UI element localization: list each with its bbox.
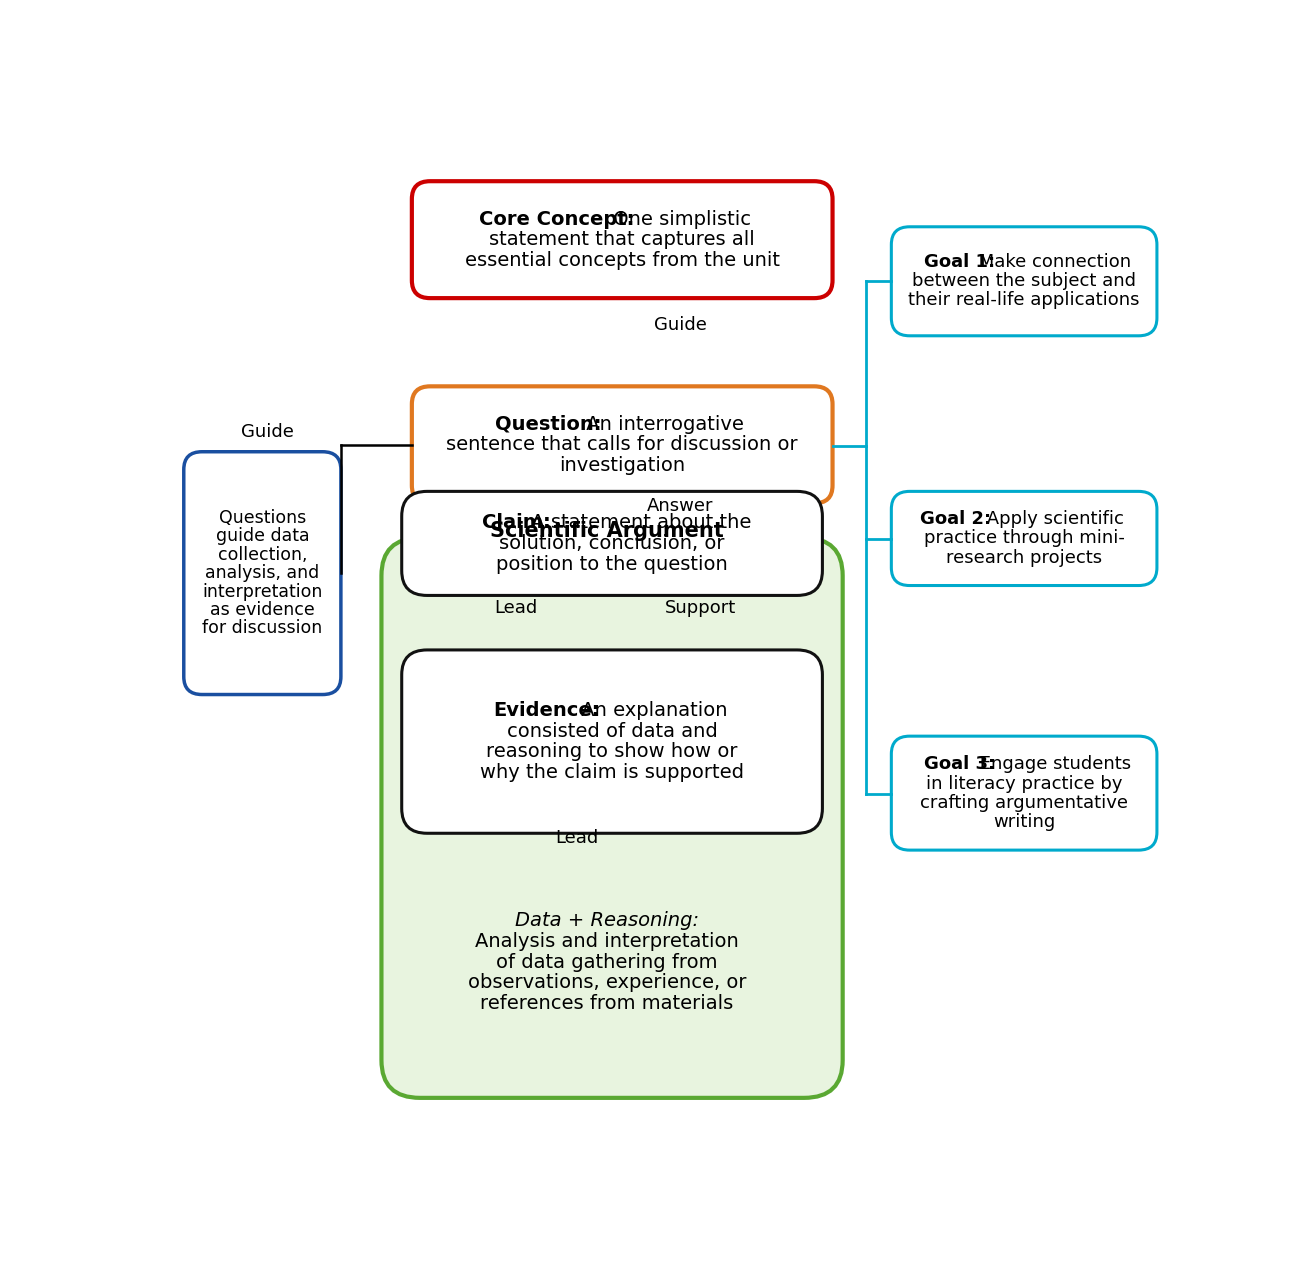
Text: Question:: Question:: [494, 414, 602, 434]
Text: Lead: Lead: [494, 600, 538, 618]
FancyBboxPatch shape: [382, 538, 842, 1098]
Text: analysis, and: analysis, and: [205, 564, 319, 582]
Text: position to the question: position to the question: [496, 555, 729, 574]
Text: Support: Support: [666, 600, 736, 618]
Text: Apply scientific: Apply scientific: [981, 510, 1124, 528]
Text: in literacy practice by: in literacy practice by: [926, 775, 1122, 793]
Text: Analysis and interpretation: Analysis and interpretation: [475, 932, 739, 951]
Text: why the claim is supported: why the claim is supported: [480, 763, 744, 782]
Text: consisted of data and: consisted of data and: [506, 722, 717, 741]
Text: research projects: research projects: [946, 548, 1103, 566]
Text: statement that captures all: statement that captures all: [489, 230, 755, 250]
Text: reasoning to show how or: reasoning to show how or: [487, 743, 738, 762]
Text: Questions: Questions: [218, 508, 306, 526]
Text: Goal 2:: Goal 2:: [920, 510, 990, 528]
FancyBboxPatch shape: [402, 650, 823, 833]
Text: observations, experience, or: observations, experience, or: [468, 973, 747, 992]
Text: interpretation: interpretation: [203, 583, 323, 601]
FancyBboxPatch shape: [412, 386, 832, 503]
Text: One simplistic: One simplistic: [607, 210, 751, 229]
Text: Goal 3:: Goal 3:: [923, 755, 995, 773]
Text: guide data: guide data: [216, 528, 309, 546]
Text: sentence that calls for discussion or: sentence that calls for discussion or: [446, 435, 798, 454]
Text: A statement about the: A statement about the: [525, 514, 752, 533]
Text: Engage students: Engage students: [974, 755, 1131, 773]
Text: Lead: Lead: [556, 829, 599, 847]
Text: Claim:: Claim:: [481, 514, 551, 533]
Text: Evidence:: Evidence:: [493, 701, 600, 721]
Text: their real-life applications: their real-life applications: [908, 291, 1139, 309]
Text: Answer: Answer: [647, 497, 714, 515]
Text: essential concepts from the unit: essential concepts from the unit: [464, 251, 780, 270]
Text: Make connection: Make connection: [973, 254, 1131, 272]
Text: Core Concept:: Core Concept:: [479, 210, 634, 229]
Text: Scientific Argument: Scientific Argument: [490, 521, 723, 541]
Text: writing: writing: [993, 813, 1056, 831]
FancyBboxPatch shape: [183, 452, 341, 695]
Text: An interrogative: An interrogative: [579, 414, 743, 434]
Text: for discussion: for discussion: [203, 619, 323, 637]
FancyBboxPatch shape: [891, 492, 1156, 586]
FancyBboxPatch shape: [891, 736, 1156, 851]
FancyBboxPatch shape: [412, 181, 832, 299]
Text: between the subject and: between the subject and: [912, 273, 1137, 291]
Text: references from materials: references from materials: [480, 994, 734, 1013]
Text: solution, conclusion, or: solution, conclusion, or: [500, 534, 725, 553]
Text: Guide: Guide: [654, 315, 706, 333]
Text: An explanation: An explanation: [576, 701, 727, 721]
Text: Data + Reasoning:: Data + Reasoning:: [515, 911, 698, 931]
FancyBboxPatch shape: [891, 227, 1156, 336]
Text: collection,: collection,: [217, 546, 307, 564]
Text: investigation: investigation: [559, 456, 685, 475]
Text: Goal 1:: Goal 1:: [923, 254, 995, 272]
Text: crafting argumentative: crafting argumentative: [920, 794, 1127, 812]
Text: of data gathering from: of data gathering from: [496, 952, 718, 972]
Text: as evidence: as evidence: [211, 601, 315, 619]
Text: practice through mini-: practice through mini-: [923, 529, 1125, 547]
Text: Guide: Guide: [242, 423, 294, 441]
FancyBboxPatch shape: [402, 492, 823, 596]
